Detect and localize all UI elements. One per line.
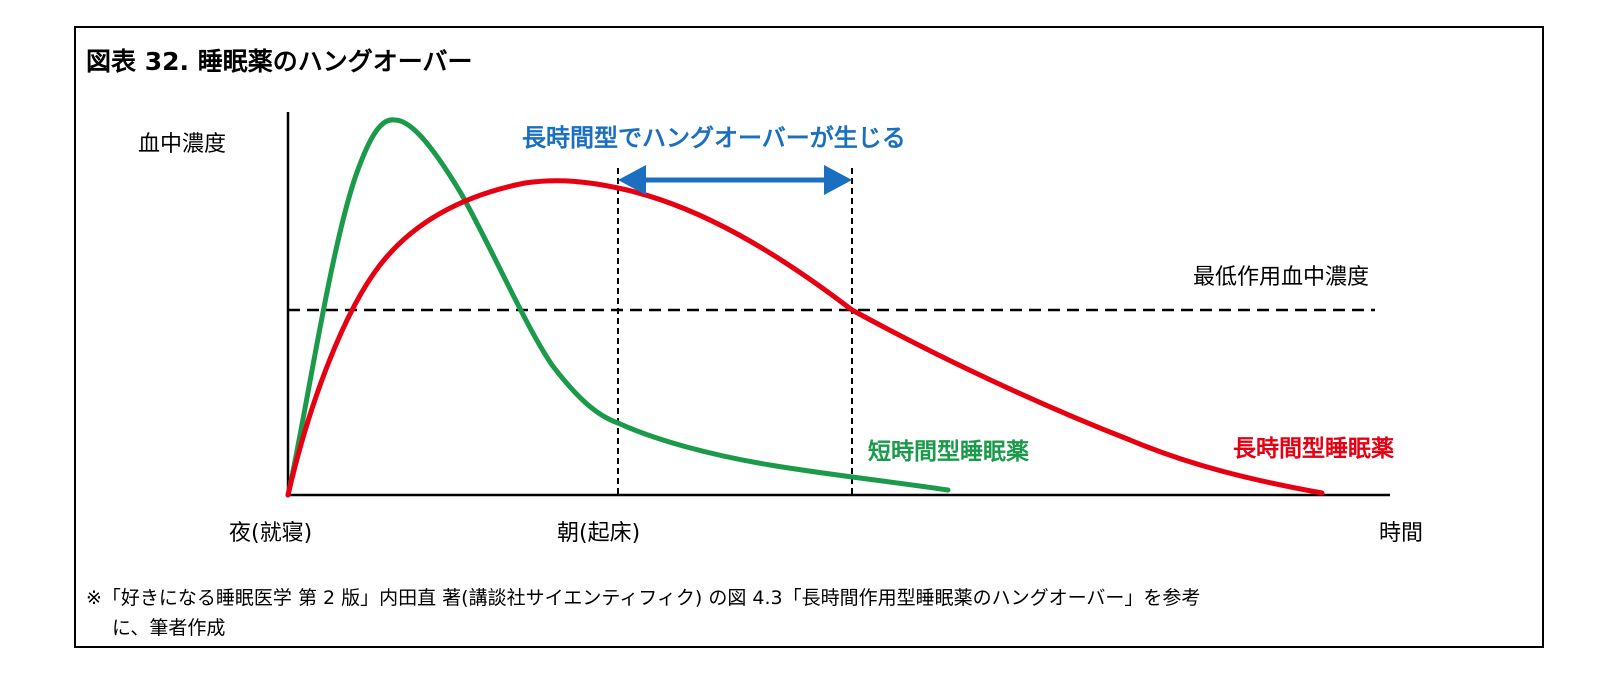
x-axis-label: 時間 — [1379, 521, 1424, 546]
figure-frame — [74, 26, 1544, 648]
figure-title: 図表 32. 睡眠薬のハングオーバー — [86, 47, 473, 76]
x-tick-night: 夜(就寝) — [229, 521, 313, 546]
footnote-line-1: ※「好きになる睡眠医学 第 2 版」内田直 著(講談社サイエンティフィク) の図… — [86, 587, 1201, 609]
hangover-arrow-right-head — [824, 165, 852, 195]
x-tick-morning: 朝(起床) — [557, 521, 641, 546]
long-acting-label: 長時間型睡眠薬 — [1233, 436, 1394, 462]
hangover-arrow-left-head — [618, 165, 646, 195]
footnote-line-2: に、筆者作成 — [112, 617, 226, 639]
y-axis-label: 血中濃度 — [138, 132, 227, 157]
short-acting-curve — [285, 117, 951, 498]
short-acting-label: 短時間型睡眠薬 — [868, 439, 1029, 465]
long-acting-curve — [285, 178, 1325, 498]
threshold-label: 最低作用血中濃度 — [1193, 265, 1370, 290]
hangover-label: 長時間型でハングオーバーが生じる — [522, 124, 906, 152]
